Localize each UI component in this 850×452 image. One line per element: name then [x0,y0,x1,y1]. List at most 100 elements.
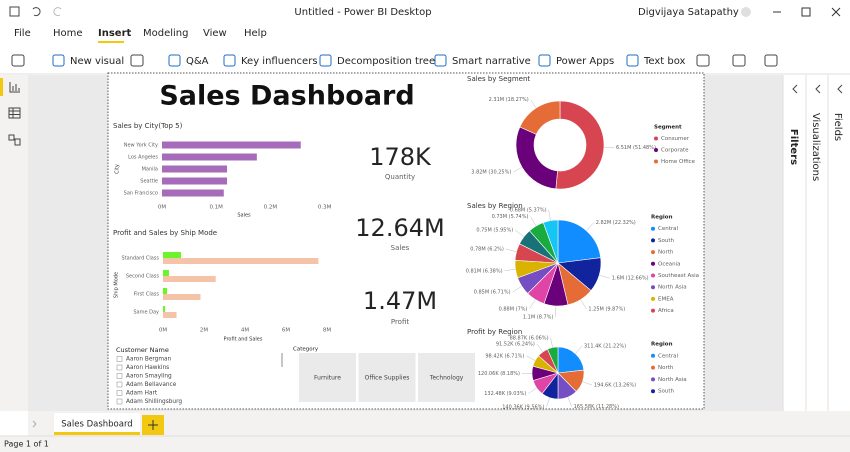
slicer-tile-label[interactable]: Office Supplies [365,375,410,382]
pane-title[interactable]: Filters [788,129,799,165]
legend-title: Region [651,215,673,221]
legend-label[interactable]: Oceania [658,261,681,267]
ribbon-icon[interactable] [11,54,25,67]
data-label: 98.42K (6.71%) [485,353,524,359]
slicer-tile[interactable] [418,353,475,402]
slicer-checkbox[interactable] [116,364,123,371]
y-axis-label: City [115,164,121,174]
legend-label[interactable]: North Asia [658,377,687,383]
slicer-checkbox[interactable] [116,390,123,396]
model-view[interactable] [8,134,15,141]
slicer-scrollbar [281,353,283,367]
data-label: 0.88M (7%) [499,306,528,312]
close[interactable] [831,7,841,17]
data-label: 0.73M (5.74%) [492,214,529,220]
ribbon-icon [52,54,65,67]
slicer-item[interactable]: Aaron Hawkins [126,365,169,371]
ribbon-icon[interactable] [130,54,144,67]
ribbon-icon[interactable] [732,54,746,67]
collapse-filters[interactable] [792,84,798,94]
save-icon[interactable] [9,6,20,17]
pane-title[interactable]: Fields [832,113,843,141]
leader-line [546,397,550,408]
chart-title: Sales by City(Top 5) [113,122,183,130]
ribbon-button[interactable]: Power Apps [556,56,614,67]
page-tab[interactable] [54,413,140,435]
ribbon-button[interactable]: Text box [643,56,686,67]
ribbon-icon[interactable] [696,54,710,67]
menu-tab[interactable]: View [203,28,227,39]
legend-label[interactable]: Home Office [661,159,696,165]
ribbon-button[interactable]: Decomposition tree [337,56,435,67]
menu-tab[interactable]: Insert [98,28,132,39]
card-value: 12.64M [355,214,444,242]
slicer-checkbox[interactable] [116,373,123,379]
ribbon-button[interactable]: Q&A [186,56,209,67]
slicer-checkbox[interactable] [116,356,123,362]
legend-marker [651,273,655,278]
bar [162,189,224,197]
menu-tab[interactable]: Home [53,28,83,39]
side-panes [783,75,850,411]
leader-line [529,299,536,309]
legend-label[interactable]: Corporate [661,148,689,154]
legend-label[interactable]: Central [658,353,678,359]
legend-label[interactable]: South [658,389,674,395]
undo-icon[interactable] [32,7,41,17]
ribbon-icon [538,54,551,67]
menu-tab[interactable]: File [14,28,31,39]
slicer-checkbox[interactable] [116,381,123,388]
chart-title: Profit by Region [467,328,522,336]
legend-label[interactable]: North [658,365,674,371]
slicer-tile[interactable] [299,353,356,402]
slicer-item[interactable]: Adam Bellavance [126,382,177,388]
maximize[interactable] [801,7,811,17]
report-view[interactable] [9,82,20,93]
slicer-tile-label[interactable]: Furniture [314,375,341,382]
slicer-item[interactable]: Adam Hart [126,391,158,397]
legend-label[interactable]: EMEA [658,296,674,302]
legend-label[interactable]: Africa [658,308,674,314]
legend-label[interactable]: North Asia [658,285,687,291]
x-tick-label: 6M [282,328,290,334]
slicer-item[interactable]: Adam Shillingsburg [126,399,182,405]
bar [163,252,182,258]
avatar[interactable] [741,7,751,17]
legend-label[interactable]: North [658,250,674,256]
data-view[interactable] [8,107,21,119]
slicer-tile[interactable] [358,353,416,402]
y-axis-label: Ship Mode [114,272,120,298]
page-tab-label[interactable]: Sales Dashboard [61,420,132,430]
card-label: Profit [391,318,410,326]
slicer-checkbox[interactable] [116,398,123,405]
pane-title[interactable]: Visualizations [810,113,821,181]
ribbon-button[interactable]: Key influencers [241,56,318,67]
window-title: Untitled - Power BI Desktop [294,7,431,18]
ribbon-icon[interactable] [764,54,778,67]
ribbon-icon [223,54,236,67]
legend-label[interactable]: South [658,238,674,244]
slicer-item[interactable]: Aaron Smayling [126,374,172,380]
ribbon-button[interactable]: Smart narrative [452,56,531,67]
ribbon-icon [626,54,639,67]
legend-marker [651,250,655,255]
x-tick-label: 8M [323,328,331,334]
slicer-item[interactable]: Aaron Bergman [126,357,172,363]
data-label: 1.25M (9.87%) [588,306,625,312]
bar [163,294,201,300]
legend-marker [654,136,658,141]
legend-marker [651,296,655,301]
collapse-visualizations[interactable] [815,84,821,94]
left-rail [0,75,28,411]
menu-tab[interactable]: Help [244,28,267,39]
ribbon-button[interactable]: New visual [70,56,124,67]
x-tick-label: 0M [158,205,166,211]
slicer-tile-label[interactable]: Technology [429,375,464,382]
collapse-fields[interactable] [837,84,843,94]
leader-line [550,337,553,348]
menu-tab[interactable]: Modeling [143,28,189,39]
legend-label[interactable]: Central [658,226,678,232]
legend-label[interactable]: Consumer [661,136,690,142]
legend-label[interactable]: Southeast Asia [658,273,699,279]
tab-scroll-left[interactable] [32,420,37,428]
